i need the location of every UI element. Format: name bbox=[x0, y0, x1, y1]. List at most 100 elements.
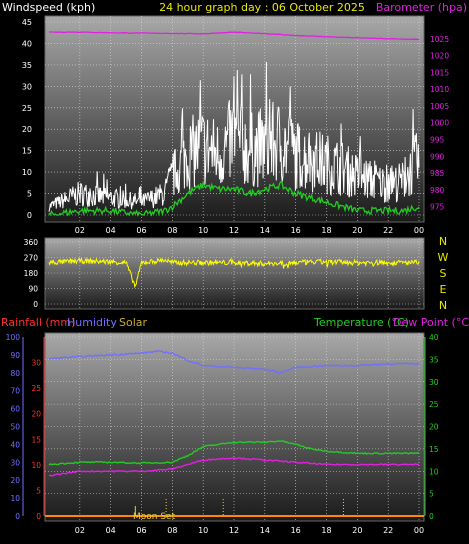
direction-tick-label: 0 bbox=[33, 300, 38, 309]
graph-title: 24 hour graph day : 06 October 2025 bbox=[159, 1, 365, 14]
barometer-tick-label: 990 bbox=[430, 152, 445, 161]
x-tick-label: 08 bbox=[167, 526, 177, 535]
wind-axis-title: Windspeed (kph) bbox=[2, 1, 95, 14]
barometer-tick-label: 980 bbox=[430, 186, 445, 195]
dewpoint-axis-title: Dew Point (°C) bbox=[393, 316, 469, 329]
x-tick-label: 18 bbox=[321, 526, 331, 535]
dewpoint-line bbox=[48, 457, 420, 477]
temperature-tick-label: 15 bbox=[429, 445, 439, 454]
barometer-tick-label: 1010 bbox=[430, 85, 449, 94]
x-tick-label: 02 bbox=[75, 226, 85, 235]
x-tick-label: 06 bbox=[136, 226, 146, 235]
direction-tick-label: 90 bbox=[28, 285, 38, 294]
temperature-tick-label: 10 bbox=[429, 467, 439, 476]
rain-tick-label: 15 bbox=[31, 435, 41, 444]
humidity-tick-label: 40 bbox=[10, 440, 20, 449]
x-tick-label: 12 bbox=[229, 526, 239, 535]
humidity-axis-title: Humidity bbox=[67, 316, 117, 329]
barometer-tick-label: 985 bbox=[430, 169, 445, 178]
wind-tick-label: 40 bbox=[22, 39, 32, 48]
rain-tick-label: 20 bbox=[31, 410, 41, 419]
barometer-tick-label: 1005 bbox=[430, 102, 449, 111]
x-tick-label: 20 bbox=[352, 526, 362, 535]
x-tick-label: 16 bbox=[291, 526, 301, 535]
compass-label: W bbox=[438, 251, 449, 264]
gust-line bbox=[48, 180, 420, 217]
wind-tick-label: 35 bbox=[22, 61, 32, 70]
barometer-tick-label: 1020 bbox=[430, 52, 449, 61]
direction-line bbox=[48, 256, 420, 289]
barometer-tick-label: 975 bbox=[430, 203, 445, 212]
series-lines bbox=[45, 31, 424, 517]
temp-panel-bg bbox=[44, 332, 425, 522]
compass-label: E bbox=[440, 283, 447, 296]
temperature-tick-label: 5 bbox=[429, 490, 434, 499]
rain-tick-label: 10 bbox=[31, 461, 41, 470]
x-tick-label: 10 bbox=[198, 226, 208, 235]
direction-tick-label: 180 bbox=[24, 269, 39, 278]
x-tick-label: 14 bbox=[260, 526, 270, 535]
barometer-tick-label: 1015 bbox=[430, 68, 449, 77]
rain-tick-label: 5 bbox=[36, 486, 41, 495]
humidity-tick-label: 20 bbox=[10, 476, 20, 485]
temperature-tick-label: 0 bbox=[429, 512, 434, 521]
rain-tick-label: 25 bbox=[31, 384, 41, 393]
wind-tick-label: 10 bbox=[22, 168, 32, 177]
x-tick-label: 12 bbox=[229, 226, 239, 235]
compass-label: N bbox=[439, 235, 447, 248]
x-tick-label: 00 bbox=[414, 526, 424, 535]
barometer-tick-label: 995 bbox=[430, 135, 445, 144]
wind-tick-label: 30 bbox=[22, 82, 32, 91]
x-tick-label: 14 bbox=[260, 226, 270, 235]
temperature-tick-label: 30 bbox=[429, 378, 439, 387]
wind-tick-label: 5 bbox=[27, 190, 32, 199]
temperature-line bbox=[48, 440, 420, 466]
humidity-tick-label: 30 bbox=[10, 458, 20, 467]
compass-label: S bbox=[440, 267, 447, 280]
x-tick-label: 00 bbox=[414, 226, 424, 235]
rain-axis-title: Rainfall (mm) bbox=[1, 316, 75, 329]
x-tick-label: 04 bbox=[106, 526, 116, 535]
wind-tick-label: 15 bbox=[22, 147, 32, 156]
humidity-tick-label: 90 bbox=[10, 351, 20, 360]
barometer-line bbox=[49, 31, 420, 41]
x-tick-label: 02 bbox=[75, 526, 85, 535]
tick-labels: 0202040406060808101012121414161618182020… bbox=[6, 18, 450, 535]
compass-label: N bbox=[439, 299, 447, 312]
rain-tick-label: 30 bbox=[31, 359, 41, 368]
barometer-tick-label: 1025 bbox=[430, 35, 449, 44]
x-tick-label: 04 bbox=[106, 226, 116, 235]
humidity-tick-label: 100 bbox=[6, 333, 21, 342]
windspeed-line bbox=[48, 61, 420, 212]
x-tick-label: 20 bbox=[352, 226, 362, 235]
direction-tick-label: 270 bbox=[24, 254, 39, 263]
wind-tick-label: 20 bbox=[22, 125, 32, 134]
x-tick-label: 06 bbox=[136, 526, 146, 535]
x-tick-label: 18 bbox=[321, 226, 331, 235]
x-tick-label: 16 bbox=[291, 226, 301, 235]
moon-set-label: Moon Set bbox=[133, 512, 176, 522]
humidity-line bbox=[48, 350, 420, 374]
temperature-axis-title: Temperature (°C) bbox=[313, 316, 409, 329]
humidity-tick-label: 50 bbox=[10, 423, 20, 432]
rain-tick-label: 0 bbox=[36, 512, 41, 521]
solar-axis-title: Solar bbox=[119, 316, 148, 329]
humidity-tick-label: 80 bbox=[10, 369, 20, 378]
x-tick-label: 08 bbox=[167, 226, 177, 235]
barometer-axis-title: Barometer (hpa) bbox=[376, 1, 467, 14]
direction-tick-label: 360 bbox=[24, 238, 39, 247]
x-tick-label: 22 bbox=[383, 226, 393, 235]
humidity-tick-label: 60 bbox=[10, 405, 20, 414]
wind-tick-label: 0 bbox=[27, 211, 32, 220]
humidity-tick-label: 70 bbox=[10, 387, 20, 396]
humidity-tick-label: 10 bbox=[10, 494, 20, 503]
temperature-tick-label: 35 bbox=[429, 355, 439, 364]
x-tick-label: 22 bbox=[383, 526, 393, 535]
temperature-tick-label: 40 bbox=[429, 333, 439, 342]
direction-panel-bg bbox=[44, 237, 425, 310]
humidity-tick-label: 0 bbox=[15, 512, 20, 521]
temperature-tick-label: 20 bbox=[429, 423, 439, 432]
wind-tick-label: 25 bbox=[22, 104, 32, 113]
temperature-tick-label: 25 bbox=[429, 400, 439, 409]
